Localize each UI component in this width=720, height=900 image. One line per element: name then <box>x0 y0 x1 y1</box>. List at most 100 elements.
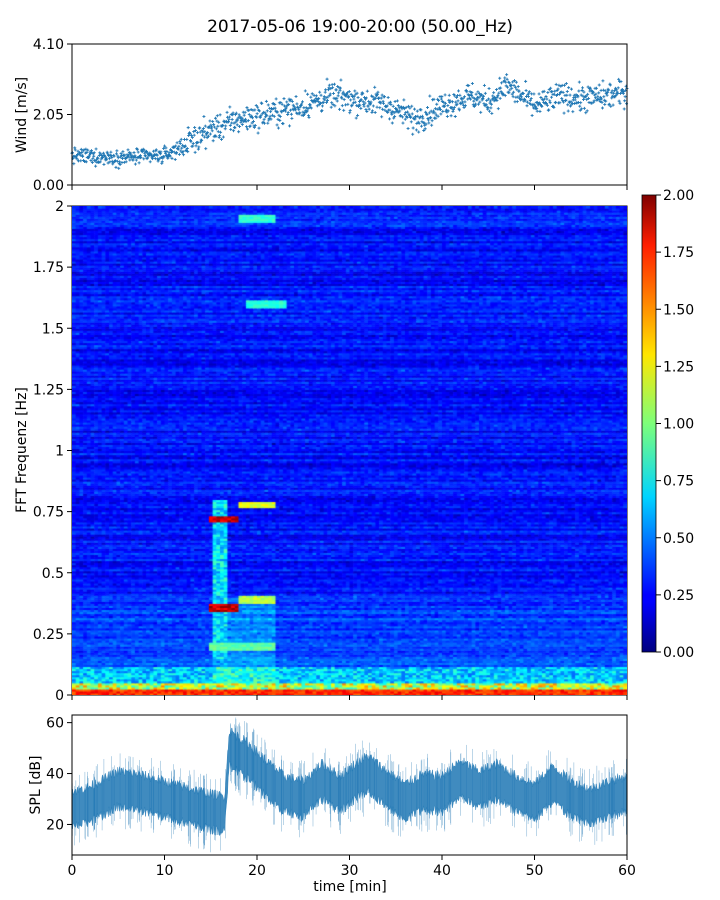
wind-point <box>410 104 414 108</box>
wind-point <box>234 111 238 115</box>
wind-point <box>544 101 548 105</box>
wind-point <box>515 88 519 92</box>
wind-point <box>237 113 241 117</box>
wind-point <box>555 89 559 93</box>
wind-point <box>610 96 614 100</box>
wind-point <box>420 114 424 118</box>
wind-point <box>89 159 93 163</box>
figure-title: 2017-05-06 19:00-20:00 (50.00_Hz) <box>207 17 513 37</box>
wind-point <box>196 147 200 151</box>
wind-point <box>235 123 239 127</box>
wind-point <box>417 130 421 134</box>
wind-point <box>353 89 357 93</box>
wind-point <box>204 147 208 151</box>
wind-point <box>404 105 408 109</box>
wind-point <box>119 152 123 156</box>
wind-point <box>263 111 267 115</box>
wind-point <box>407 112 411 116</box>
1-ytick-label: 1.75 <box>33 260 64 276</box>
wind-point <box>621 92 625 96</box>
wind-point <box>612 91 616 95</box>
wind-point <box>469 97 473 101</box>
wind-point <box>474 92 478 96</box>
wind-point <box>442 100 446 104</box>
spl-axes: 20 40 60 0 10 20 30 40 50 60 <box>46 716 636 879</box>
wind-point <box>215 119 219 123</box>
wind-point <box>327 83 331 87</box>
wind-point <box>201 133 205 137</box>
wind-point <box>216 130 220 134</box>
wind-point <box>562 100 566 104</box>
wind-point <box>411 132 415 136</box>
wind-point <box>106 161 110 165</box>
wind-point <box>116 156 120 160</box>
spl-xtick-label: 60 <box>618 863 636 879</box>
wind-point <box>306 92 310 96</box>
wind-point <box>175 141 179 145</box>
wind-point <box>407 104 411 108</box>
wind-point <box>386 110 390 114</box>
wind-point <box>601 88 605 92</box>
wind-point <box>439 97 443 101</box>
wind-point <box>364 96 368 100</box>
wind-point <box>230 117 234 121</box>
wind-point <box>438 106 442 110</box>
wind-point <box>425 113 429 117</box>
wind-point <box>332 82 336 86</box>
wind-point <box>321 101 325 105</box>
wind-point <box>213 116 217 120</box>
1-ytick-label: 0.25 <box>33 627 64 643</box>
2-ytick-label: 20 <box>46 817 64 833</box>
wind-point <box>303 89 307 93</box>
wind-point <box>446 109 450 113</box>
wind-point <box>437 99 441 103</box>
wind-point <box>344 103 348 107</box>
wind-point <box>94 147 98 151</box>
wind-point <box>414 128 418 132</box>
wind-point <box>324 96 328 100</box>
wind-point <box>545 103 549 107</box>
wind-point <box>196 140 200 144</box>
wind-point <box>597 91 601 95</box>
wind-point <box>427 121 431 125</box>
wind-point <box>457 108 461 112</box>
wind-point <box>352 94 356 98</box>
wind-point <box>132 151 136 155</box>
wind-point <box>379 96 383 100</box>
wind-point <box>102 162 106 166</box>
wind-point <box>200 138 204 142</box>
wind-point <box>101 151 105 155</box>
wind-point <box>281 122 285 126</box>
wind-point <box>160 161 164 165</box>
wind-point <box>245 127 249 131</box>
wind-point <box>162 155 166 159</box>
wind-point <box>532 92 536 96</box>
wind-point <box>580 89 584 93</box>
wind-point <box>604 99 608 103</box>
wind-point <box>127 155 131 159</box>
wind-point <box>450 106 454 110</box>
wind-point <box>572 93 576 97</box>
wind-point <box>295 102 299 106</box>
wind-point <box>463 104 467 108</box>
wind-point <box>231 111 235 115</box>
wind-point <box>214 127 218 131</box>
wind-point <box>512 84 516 88</box>
wind-point <box>356 113 360 117</box>
wind-point <box>466 97 470 101</box>
wind-point <box>594 92 598 96</box>
wind-point <box>440 95 444 99</box>
wind-point <box>151 157 155 161</box>
wind-point <box>307 114 311 118</box>
wind-point <box>512 90 516 94</box>
wind-point <box>545 97 549 101</box>
wind-point <box>506 85 510 89</box>
wind-point <box>363 95 367 99</box>
wind-point <box>448 99 452 103</box>
wind-point <box>579 101 583 105</box>
1-ytick-label: 1.5 <box>42 321 64 337</box>
wind-point <box>447 93 451 97</box>
wind-point <box>496 107 500 111</box>
wind-point <box>553 89 557 93</box>
